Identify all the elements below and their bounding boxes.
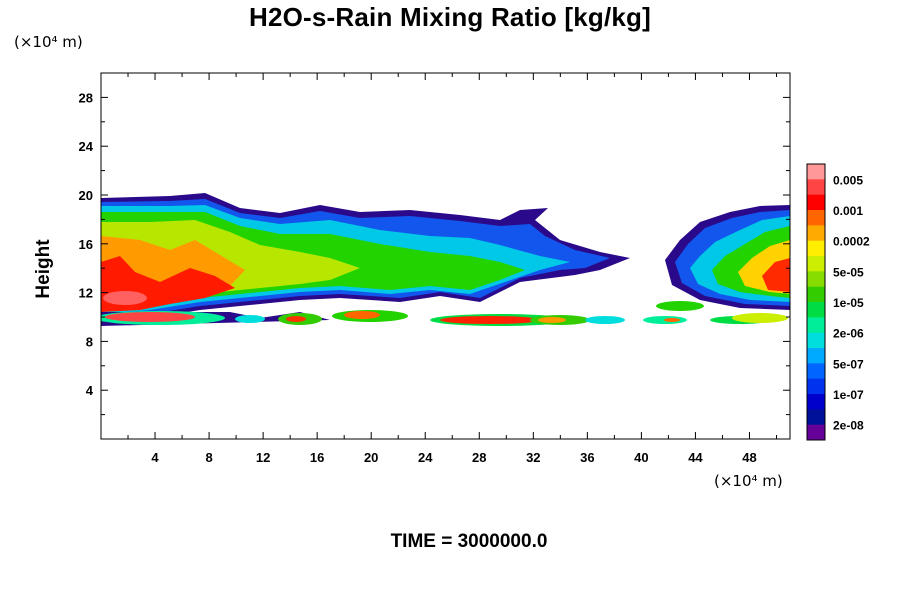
colorbar: 0.005 0.001 0.0002 5e-05 1e-05 2e-06 5e-07 1e-0… — [806, 163, 870, 441]
x-tick-label: 32 — [526, 450, 540, 465]
y-tick-label: 28 — [79, 90, 93, 105]
x-tick-label: 44 — [688, 450, 703, 465]
y-axis-unit: (×10⁴ m) — [14, 33, 83, 51]
x-tick-label: 20 — [364, 450, 378, 465]
rain-field — [101, 193, 790, 326]
colorbar-swatch — [807, 194, 825, 211]
y-tick-label: 4 — [86, 383, 94, 398]
colorbar-swatch — [807, 179, 825, 196]
colorbar-swatch — [807, 225, 825, 242]
colorbar-swatch — [807, 210, 825, 226]
y-tick-label: 20 — [79, 188, 93, 203]
x-tick-label: 4 — [151, 450, 159, 465]
y-tick-label: 8 — [86, 334, 93, 349]
colorbar-swatch — [807, 271, 825, 288]
colorbar-swatch — [807, 317, 825, 334]
colorbar-swatch — [807, 256, 825, 272]
x-tick-label: 48 — [742, 450, 756, 465]
y-tick-label: 24 — [79, 139, 94, 154]
time-label: TIME = 3000000.0 — [390, 531, 548, 552]
x-tick-label: 28 — [472, 450, 486, 465]
colorbar-swatch — [807, 424, 825, 441]
colorbar-label: 0.0002 — [833, 235, 870, 249]
x-tick-label: 36 — [580, 450, 594, 465]
x-tick-label: 8 — [205, 450, 212, 465]
x-tick-label: 40 — [634, 450, 648, 465]
colorbar-label: 0.001 — [833, 204, 863, 218]
y-axis: 4 8 12 16 20 24 28 — [79, 90, 790, 416]
x-axis-unit: (×10⁴ m) — [714, 472, 783, 490]
colorbar-swatch — [807, 363, 825, 380]
colorbar-label: 2e-06 — [833, 327, 864, 341]
colorbar-frame — [806, 163, 826, 441]
core-pink — [103, 291, 147, 305]
y-tick-label: 12 — [79, 286, 93, 301]
colorbar-swatch — [807, 240, 825, 257]
colorbar-swatch — [807, 394, 825, 410]
colorbar-swatch — [807, 348, 825, 364]
colorbar-swatch — [807, 286, 825, 303]
right-anvil-red — [762, 258, 790, 292]
colorbar-label: 1e-05 — [833, 296, 864, 310]
low-rain-band — [101, 301, 788, 326]
colorbar-swatch — [807, 378, 825, 395]
colorbar-swatch — [807, 409, 825, 426]
x-tick-label: 16 — [310, 450, 324, 465]
x-tick-label: 12 — [256, 450, 270, 465]
colorbar-label: 1e-07 — [833, 388, 864, 402]
colorbar-label: 5e-07 — [833, 357, 864, 371]
x-tick-label: 24 — [418, 450, 433, 465]
chart-title: H2O-s-Rain Mixing Ratio [kg/kg] — [248, 2, 651, 32]
plot-frame — [100, 72, 791, 440]
colorbar-swatch — [807, 164, 825, 180]
x-axis: 4 8 12 16 20 24 28 32 36 40 44 48 — [127, 73, 777, 465]
colorbar-label: 0.005 — [833, 173, 863, 187]
colorbar-label: 2e-08 — [833, 419, 864, 433]
colorbar-label: 5e-05 — [833, 265, 864, 279]
y-tick-label: 16 — [79, 237, 93, 252]
colorbar-swatch — [807, 302, 825, 318]
colorbar-swatch — [807, 332, 825, 349]
